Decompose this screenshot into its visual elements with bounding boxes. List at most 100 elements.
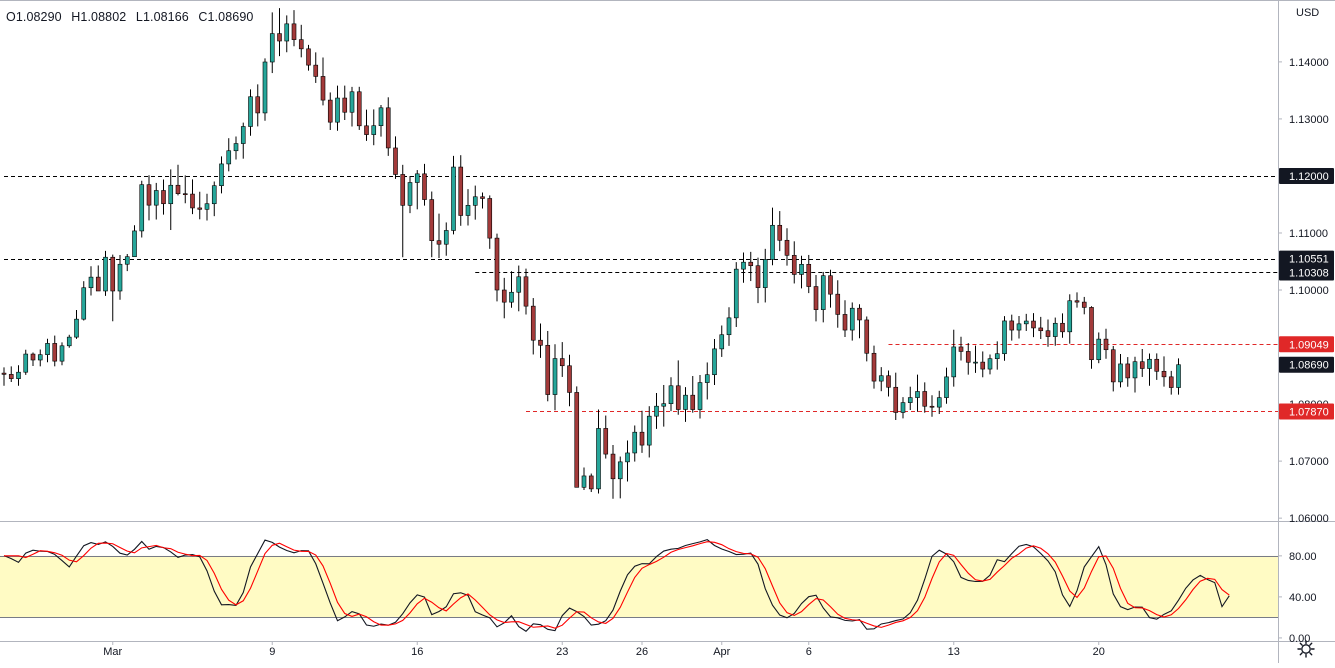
candle[interactable] — [204, 193, 210, 221]
candle[interactable] — [45, 338, 50, 363]
candle[interactable] — [813, 275, 819, 322]
candle[interactable] — [407, 176, 413, 214]
stochastic-d-line[interactable] — [4, 541, 1230, 629]
candle[interactable] — [849, 302, 855, 341]
candle[interactable] — [1139, 348, 1145, 377]
candle[interactable] — [799, 255, 804, 289]
candle[interactable] — [625, 440, 630, 482]
candle[interactable] — [588, 473, 594, 493]
candle[interactable] — [385, 97, 391, 156]
candle[interactable] — [371, 109, 377, 146]
candle[interactable] — [704, 362, 710, 400]
candle[interactable] — [175, 164, 181, 196]
candle[interactable] — [617, 456, 623, 499]
candle[interactable] — [886, 370, 891, 397]
candle[interactable] — [1118, 354, 1123, 388]
candle[interactable] — [646, 406, 652, 458]
candle[interactable] — [980, 351, 986, 378]
candle[interactable] — [1110, 345, 1116, 392]
candle[interactable] — [603, 415, 609, 459]
candle[interactable] — [356, 86, 362, 130]
candle[interactable] — [530, 298, 536, 355]
candle[interactable] — [1081, 296, 1087, 315]
candle[interactable] — [117, 254, 123, 300]
candle[interactable] — [654, 393, 659, 429]
candle[interactable] — [226, 138, 232, 172]
candle[interactable] — [835, 280, 841, 328]
candle[interactable] — [900, 397, 906, 419]
candle[interactable] — [574, 386, 580, 488]
candle[interactable] — [472, 185, 478, 220]
candle[interactable] — [124, 254, 130, 272]
gear-icon[interactable] — [1296, 639, 1316, 659]
candle[interactable] — [770, 207, 775, 266]
candle[interactable] — [414, 170, 420, 210]
candle[interactable] — [1, 367, 7, 386]
candle[interactable] — [944, 367, 949, 404]
candle[interactable] — [429, 191, 435, 258]
candle[interactable] — [1067, 294, 1073, 344]
candle[interactable] — [1089, 306, 1094, 369]
candle[interactable] — [1176, 358, 1181, 395]
candle[interactable] — [219, 156, 224, 194]
candle[interactable] — [516, 265, 522, 312]
candle[interactable] — [936, 390, 942, 415]
candle[interactable] — [255, 84, 261, 127]
candle[interactable] — [378, 104, 384, 137]
candle[interactable] — [1096, 332, 1102, 364]
candle[interactable] — [139, 180, 145, 238]
candle[interactable] — [487, 195, 493, 249]
candle[interactable] — [153, 182, 159, 220]
candle[interactable] — [240, 122, 246, 159]
candle[interactable] — [784, 228, 790, 266]
candle[interactable] — [103, 250, 108, 296]
candle[interactable] — [741, 252, 746, 283]
candle[interactable] — [1052, 317, 1058, 346]
candle[interactable] — [675, 360, 681, 415]
candle[interactable] — [567, 354, 572, 407]
candle[interactable] — [545, 330, 551, 402]
candle[interactable] — [465, 189, 471, 226]
candle[interactable] — [929, 395, 935, 417]
candle[interactable] — [922, 382, 928, 413]
candle[interactable] — [994, 341, 1000, 370]
candle[interactable] — [697, 375, 703, 419]
candle[interactable] — [878, 367, 884, 392]
candle[interactable] — [364, 109, 369, 141]
candle[interactable] — [973, 345, 978, 373]
candle[interactable] — [1002, 316, 1007, 361]
candle[interactable] — [1023, 313, 1029, 331]
candle[interactable] — [66, 334, 72, 348]
candle[interactable] — [349, 86, 355, 127]
candle[interactable] — [1016, 316, 1022, 339]
candle[interactable] — [733, 262, 739, 327]
candle[interactable] — [857, 304, 862, 339]
candle[interactable] — [1103, 328, 1109, 359]
candle[interactable] — [958, 336, 964, 361]
candle[interactable] — [864, 316, 870, 362]
candle[interactable] — [951, 329, 957, 387]
candle[interactable] — [907, 386, 913, 411]
candle[interactable] — [400, 164, 406, 258]
candle[interactable] — [719, 325, 725, 357]
candle[interactable] — [501, 277, 507, 319]
candle[interactable] — [987, 354, 993, 375]
candle[interactable] — [559, 342, 565, 377]
candle[interactable] — [298, 24, 304, 58]
candle[interactable] — [8, 366, 14, 383]
candle[interactable] — [1060, 313, 1065, 338]
candle[interactable] — [791, 241, 797, 284]
candle[interactable] — [95, 265, 101, 292]
candle[interactable] — [291, 10, 297, 47]
candle[interactable] — [262, 58, 268, 121]
candle[interactable] — [581, 467, 587, 490]
candle[interactable] — [393, 136, 398, 179]
candle[interactable] — [52, 335, 58, 367]
candle[interactable] — [168, 169, 174, 231]
candle[interactable] — [422, 163, 427, 206]
candle[interactable] — [1125, 357, 1131, 387]
candle[interactable] — [748, 251, 754, 282]
candle[interactable] — [915, 374, 920, 412]
candle[interactable] — [828, 269, 833, 308]
